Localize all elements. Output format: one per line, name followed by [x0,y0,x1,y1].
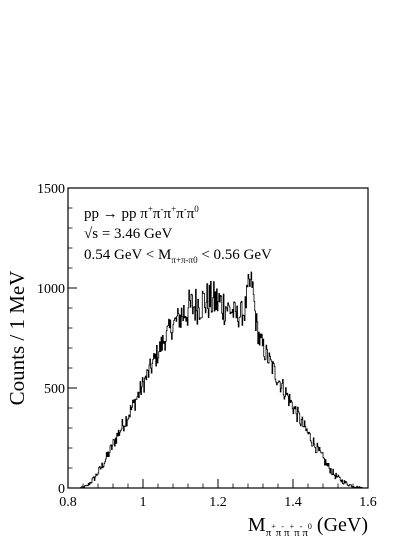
y-tick-label: 0 [58,482,65,497]
y-axis-label: Counts / 1 MeV [5,271,29,406]
y-tick-label: 1000 [37,282,65,297]
y-tick-label: 1500 [37,182,65,197]
x-axis: 0.8 1 1.2 1.4 1.6 [59,479,377,510]
annotation-mass-cut: 0.54 GeV < Mπ+π-π0 < 0.56 GeV [84,247,272,265]
annotation-reaction: pp → pp π+π-π+π-π0 [84,204,199,222]
x-tick-label: 1 [140,495,147,510]
x-axis-label: Mπ+π-π+π-π0 (GeV) [248,514,368,539]
x-tick-label: 1.6 [359,495,377,510]
svg-text:pp → pp π+π-π+π-π0: pp → pp π+π-π+π-π0 [84,204,199,222]
x-tick-label: 1.4 [284,495,302,510]
annotation-energy: √s = 3.46 GeV [84,226,173,242]
y-tick-label: 500 [44,382,65,397]
x-tick-label: 1.2 [209,495,227,510]
x-tick-label: 0.8 [59,495,77,510]
y-axis: 0 500 1000 1500 [37,182,77,497]
series-line [68,271,368,489]
